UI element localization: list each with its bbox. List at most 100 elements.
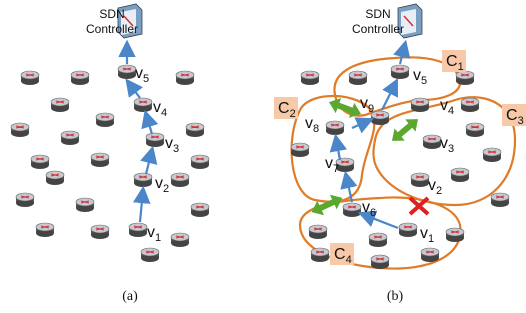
cluster-label-sub: 4 bbox=[346, 254, 352, 266]
router bbox=[91, 225, 109, 239]
cluster-label-base: C bbox=[278, 100, 290, 117]
node-label: v4 bbox=[153, 99, 167, 119]
node-label: v1 bbox=[420, 225, 434, 245]
router bbox=[326, 121, 344, 135]
router bbox=[456, 71, 474, 85]
router bbox=[36, 223, 54, 237]
router bbox=[483, 148, 501, 162]
node-label-base: v bbox=[428, 177, 436, 194]
router bbox=[291, 143, 309, 157]
node-label-sub: 1 bbox=[428, 233, 434, 245]
router bbox=[31, 155, 49, 169]
node-label: v7 bbox=[325, 155, 339, 175]
router bbox=[96, 113, 114, 127]
cluster-label-base: C bbox=[334, 246, 346, 263]
router bbox=[421, 248, 439, 262]
router bbox=[129, 223, 147, 237]
router bbox=[191, 203, 209, 217]
router bbox=[11, 123, 29, 137]
router bbox=[411, 98, 429, 112]
controller-label: SDN bbox=[99, 7, 124, 21]
node-label: v5 bbox=[135, 65, 149, 85]
node-label-sub: 3 bbox=[448, 143, 454, 155]
router bbox=[71, 71, 89, 85]
cluster-label-sub: 2 bbox=[290, 108, 296, 120]
router bbox=[391, 65, 409, 79]
cluster-label-sub: 3 bbox=[518, 115, 524, 127]
router bbox=[61, 131, 79, 145]
node-label: v2 bbox=[428, 177, 442, 197]
node-label-base: v bbox=[165, 135, 173, 152]
node-label-base: v bbox=[147, 224, 155, 241]
router bbox=[51, 98, 69, 112]
router bbox=[46, 171, 64, 185]
node-label-sub: 4 bbox=[448, 105, 454, 117]
router bbox=[349, 71, 367, 85]
routers bbox=[11, 4, 509, 269]
router bbox=[451, 168, 469, 182]
node-label-sub: 7 bbox=[333, 163, 339, 175]
router bbox=[134, 98, 152, 112]
router bbox=[171, 233, 189, 247]
router bbox=[141, 248, 159, 262]
controller-label: SDN bbox=[365, 7, 390, 21]
router bbox=[369, 233, 387, 247]
node-label-base: v bbox=[325, 155, 333, 172]
node-label: v1 bbox=[147, 224, 161, 244]
node-label-base: v bbox=[153, 99, 161, 116]
node-label-base: v bbox=[305, 115, 313, 132]
router bbox=[399, 223, 417, 237]
router bbox=[311, 248, 329, 262]
router bbox=[91, 153, 109, 167]
node-label-sub: 5 bbox=[143, 73, 149, 85]
node-label: v2 bbox=[155, 175, 169, 195]
node-label-base: v bbox=[362, 199, 370, 216]
node-label: v3 bbox=[165, 135, 179, 155]
node-label-sub: 3 bbox=[173, 143, 179, 155]
router bbox=[134, 173, 152, 187]
router bbox=[176, 71, 194, 85]
node-label: v5 bbox=[413, 67, 427, 87]
node-label: v8 bbox=[305, 115, 319, 135]
router bbox=[21, 71, 39, 85]
router bbox=[16, 193, 34, 207]
node-label-sub: 2 bbox=[436, 185, 442, 197]
node-label: v9 bbox=[360, 95, 374, 115]
router bbox=[309, 225, 327, 239]
node-label-base: v bbox=[155, 175, 163, 192]
router bbox=[423, 135, 441, 149]
controller-label: Controller bbox=[352, 22, 404, 36]
cluster-label-sub: 1 bbox=[458, 61, 464, 73]
caption: (a) bbox=[122, 289, 138, 304]
router bbox=[371, 255, 389, 269]
node-label-base: v bbox=[440, 135, 448, 152]
node-label-sub: 4 bbox=[161, 107, 167, 119]
cluster-label-base: C bbox=[506, 107, 518, 124]
node-label-base: v bbox=[135, 65, 143, 82]
router bbox=[186, 123, 204, 137]
router bbox=[76, 198, 94, 212]
router bbox=[491, 193, 509, 207]
router bbox=[411, 173, 429, 187]
node-label-base: v bbox=[420, 225, 428, 242]
router bbox=[461, 98, 479, 112]
node-label-sub: 9 bbox=[368, 103, 374, 115]
router bbox=[446, 228, 464, 242]
router bbox=[146, 133, 164, 147]
node-label-base: v bbox=[440, 97, 448, 114]
node-label: v3 bbox=[440, 135, 454, 155]
diagram: SDNController(a)v1v2v3v4v5SDNController(… bbox=[0, 0, 526, 313]
router bbox=[171, 173, 189, 187]
caption: (b) bbox=[387, 289, 404, 304]
router bbox=[191, 155, 209, 169]
node-label-sub: 5 bbox=[421, 75, 427, 87]
controller-label: Controller bbox=[86, 22, 138, 36]
node-label-base: v bbox=[413, 67, 421, 84]
node-label-sub: 6 bbox=[370, 207, 376, 219]
node-label-base: v bbox=[360, 95, 368, 112]
router bbox=[343, 203, 361, 217]
node-label-sub: 8 bbox=[313, 123, 319, 135]
router bbox=[466, 123, 484, 137]
node-label-sub: 1 bbox=[155, 232, 161, 244]
cluster-label-base: C bbox=[446, 53, 458, 70]
